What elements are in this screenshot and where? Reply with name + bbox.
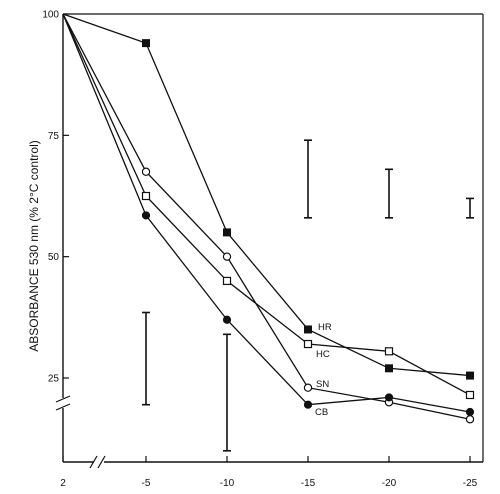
series-label-hr: HR: [318, 322, 332, 333]
series-label-cb: CB: [315, 407, 328, 418]
point-cb: [303, 400, 313, 409]
point-hr: [304, 325, 312, 334]
point-hc: [303, 339, 313, 349]
error-bars: [142, 139, 474, 452]
y-axis-break: [55, 395, 71, 411]
y-tick-label: 100: [42, 10, 59, 21]
x-tick-label: -10: [220, 478, 235, 489]
point-hr: [466, 371, 474, 380]
x-tick-label: -15: [301, 478, 316, 489]
point-cb: [141, 211, 151, 220]
point-hr: [142, 39, 150, 48]
series-line-hc: [62, 13, 471, 396]
series-markers: [141, 39, 475, 424]
y-tick-label: 50: [48, 252, 60, 263]
point-hc: [465, 390, 475, 400]
point-cb: [465, 407, 475, 417]
point-sn: [222, 252, 232, 261]
point-sn: [141, 167, 151, 176]
y-tick-label: 75: [48, 131, 60, 142]
point-hr: [385, 364, 393, 373]
x-tick-label: -5: [142, 478, 151, 489]
axes: [55, 13, 484, 469]
series-labels: HR HC SN CB: [315, 322, 332, 418]
series-label-hc: HC: [316, 349, 330, 360]
point-hr: [223, 228, 231, 237]
point-sn: [303, 383, 313, 392]
series-line-cb: [62, 13, 471, 413]
series-lines: [62, 13, 471, 420]
y-axis-title: ABSORBANCE 530 nm (% 2°C control): [27, 140, 41, 352]
point-hc: [384, 347, 394, 356]
point-sn: [465, 415, 475, 424]
point-hc: [222, 276, 232, 286]
x-tick-label: 2: [60, 478, 66, 489]
series-line-sn: [62, 13, 471, 420]
y-tick-label: 25: [48, 374, 60, 385]
point-cb: [384, 393, 394, 402]
series-label-sn: SN: [316, 379, 329, 390]
series-line-hr: [62, 13, 471, 377]
x-axis-break: [89, 455, 106, 469]
x-tick-label: -25: [463, 478, 478, 489]
x-axis-ticks: 2 -5 -10 -15 -20 -25: [60, 456, 478, 489]
point-hc: [141, 191, 151, 201]
point-cb: [222, 315, 232, 324]
x-tick-label: -20: [382, 478, 397, 489]
y-axis-ticks: 100 75 50 25: [42, 10, 69, 385]
